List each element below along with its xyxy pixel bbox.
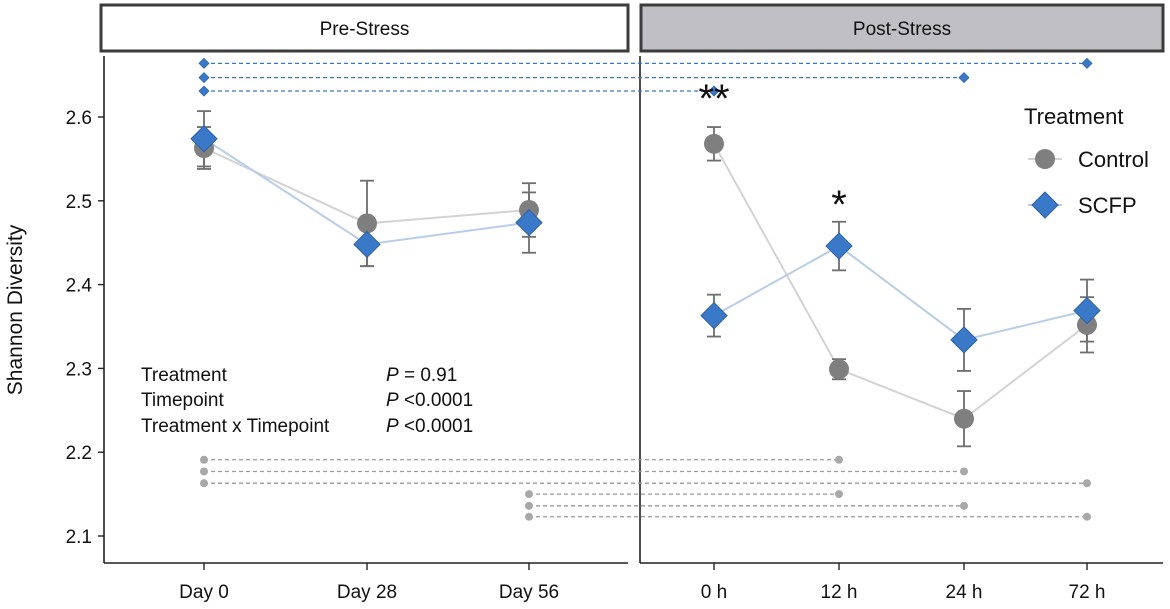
y-tick-label: 2.4 (66, 276, 93, 297)
series-line-scfp (713, 244, 1088, 341)
comparison-endpoint (200, 467, 208, 476)
panel-strip-label: Pre-Stress (320, 19, 410, 40)
y-tick-label: 2.1 (66, 527, 92, 548)
comparison-endpoint (960, 501, 968, 510)
data-point-scfp (190, 125, 218, 153)
data-point-control (1077, 314, 1097, 335)
data-point-scfp (353, 230, 381, 259)
stats-p-value: P <0.0001 (386, 416, 473, 437)
x-tick-label: Day 56 (499, 582, 559, 603)
comparison-endpoint (958, 72, 970, 84)
comparison-endpoint (835, 455, 843, 464)
stats-p-value: P <0.0001 (386, 390, 473, 411)
comparison-endpoint (198, 85, 210, 97)
legend-title: Treatment (1024, 104, 1123, 129)
y-tick-label: 2.5 (66, 192, 92, 213)
panel-strip-1 (99, 3, 630, 53)
data-point-control (954, 408, 974, 429)
series-line-control (713, 143, 1088, 420)
comparison-endpoint (708, 85, 720, 97)
comparison-endpoint (525, 501, 533, 510)
x-tick-label: 24 h (946, 582, 983, 603)
data-point-scfp (950, 326, 978, 354)
data-point-control (357, 213, 377, 234)
x-tick-label: Day 0 (179, 582, 229, 603)
x-tick-label: 12 h (821, 582, 858, 603)
stats-label: Treatment (141, 365, 228, 386)
data-point-control (829, 359, 849, 380)
x-tick-label: 72 h (1069, 582, 1106, 603)
comparison-endpoint (1083, 479, 1091, 488)
comparison-endpoint (198, 72, 210, 84)
data-point-control (704, 133, 724, 154)
data-point-scfp (515, 208, 543, 237)
panel-strip-label: Post-Stress (853, 19, 951, 40)
legend-marker-scfp (1031, 191, 1059, 219)
comparison-endpoint (200, 455, 208, 464)
significance-mark: ** (698, 77, 729, 121)
comparison-endpoint (525, 512, 533, 521)
comparison-endpoint (200, 479, 208, 488)
x-tick-label: 0 h (701, 582, 727, 603)
y-tick-label: 2.2 (66, 443, 92, 464)
panel-strip-2 (639, 3, 1165, 53)
stats-p-value: P = 0.91 (386, 365, 457, 386)
x-tick-label: Day 28 (337, 582, 397, 603)
stats-label: Treatment x Timepoint (141, 416, 330, 437)
significance-mark: * (831, 183, 847, 227)
stats-label: Timepoint (141, 390, 224, 411)
data-point-scfp (825, 232, 853, 260)
y-tick-label: 2.3 (66, 359, 92, 380)
comparison-endpoint (835, 490, 843, 499)
comparison-endpoint (525, 490, 533, 499)
comparison-endpoint (1081, 57, 1093, 69)
comparison-endpoint (198, 57, 210, 69)
comparison-endpoint (1083, 512, 1091, 521)
y-axis-label: Shannon Diversity (4, 224, 27, 395)
data-point-scfp (1073, 296, 1101, 325)
data-point-scfp (700, 301, 728, 330)
comparison-endpoint (960, 467, 968, 476)
legend-label: Control (1078, 147, 1149, 172)
legend-label: SCFP (1078, 193, 1137, 218)
legend-marker-control (1035, 149, 1055, 169)
y-tick-label: 2.6 (66, 108, 92, 129)
